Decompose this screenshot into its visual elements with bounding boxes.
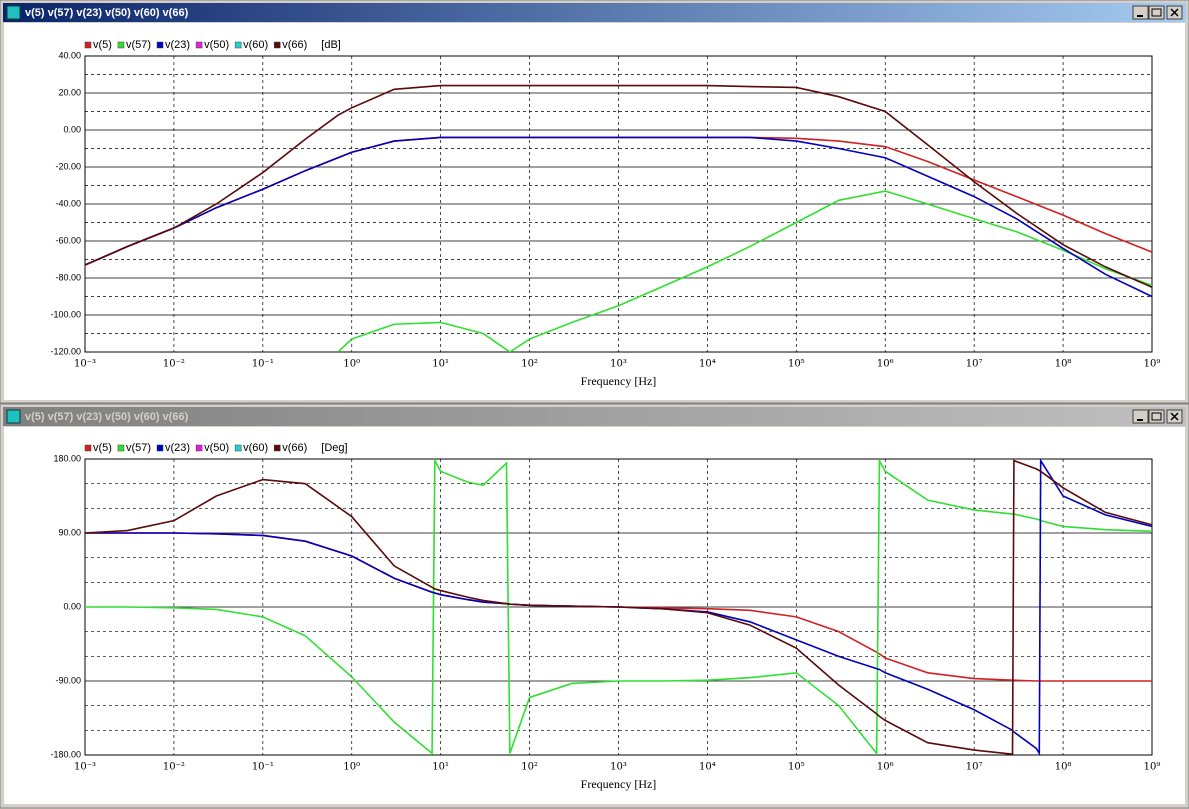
y-tick-label: 20.00 — [58, 87, 81, 97]
legend-swatch — [117, 41, 125, 49]
legend-swatch — [117, 444, 125, 452]
legend-label: v(66) — [282, 442, 307, 454]
x-tick-label: 10¹ — [432, 762, 449, 773]
legend-label: v(57) — [126, 39, 151, 51]
legend-swatch — [84, 444, 92, 452]
y-tick-label: -40.00 — [55, 198, 81, 208]
y-tick-label: 0.00 — [63, 124, 81, 134]
y-tick-label: -60.00 — [55, 235, 81, 245]
legend-label: v(23) — [165, 442, 190, 454]
window-icon — [6, 409, 21, 424]
minimize-button[interactable] — [1132, 409, 1149, 424]
plot-border — [84, 55, 1153, 353]
x-tick-label: 10⁷ — [966, 762, 983, 773]
y-tick-label: -100.00 — [50, 309, 81, 319]
x-tick-label: 10⁵ — [788, 762, 805, 773]
window-icon — [6, 5, 21, 20]
series-line — [85, 136, 1152, 298]
legend-label: v(66) — [282, 39, 307, 51]
title-bar — [3, 407, 1186, 426]
series-line — [85, 84, 1152, 288]
minimize-button[interactable] — [1132, 5, 1149, 20]
x-tick-label: 10⁻¹ — [252, 762, 274, 773]
legend-swatch — [234, 41, 242, 49]
icon — [1151, 412, 1162, 421]
y-tick-label: -180.00 — [50, 749, 81, 759]
legend-label: v(60) — [243, 442, 268, 454]
x-tick-label: 10⁹ — [1144, 359, 1161, 370]
legend-swatch — [84, 41, 92, 49]
legend-label: v(5) — [93, 39, 112, 51]
series-line — [85, 459, 1152, 755]
x-tick-label: 10³ — [610, 762, 627, 773]
y-tick-label: -80.00 — [55, 272, 81, 282]
legend-swatch — [156, 41, 164, 49]
chart: 180.00 90.00 0.00 -90.00 -180.00 10⁻³ 10⁻² 10⁻¹… — [50, 442, 1160, 791]
x-tick-label: 10⁰ — [343, 762, 360, 773]
x-tick-label: 10⁴ — [699, 359, 716, 370]
legend-swatch — [273, 41, 281, 49]
x-tick-label: 10⁶ — [877, 359, 894, 370]
legend-label: v(57) — [126, 442, 151, 454]
y-tick-label: -90.00 — [55, 675, 81, 685]
legend-label: v(50) — [204, 442, 229, 454]
legend-label: v(5) — [93, 442, 112, 454]
x-axis-label: Frequency [Hz] — [581, 777, 657, 791]
x-tick-label: 10⁻² — [163, 359, 185, 370]
chart: 40.00 20.00 0.00 -20.00 -40.00 -60.00 -80.00 -1… — [50, 39, 1160, 388]
legend-swatch — [234, 444, 242, 452]
y-tick-label: 0.00 — [63, 601, 81, 611]
x-tick-label: 10⁻³ — [74, 762, 96, 773]
y-tick-label: 180.00 — [53, 453, 81, 463]
x-tick-label: 10⁴ — [699, 762, 716, 773]
window-buttons[interactable] — [1132, 5, 1183, 20]
maximize-button[interactable] — [1148, 5, 1165, 20]
window-title: v(5) v(57) v(23) v(50) v(60) v(66) — [25, 7, 189, 19]
icon — [1170, 412, 1179, 421]
maximize-button[interactable] — [1148, 409, 1165, 424]
icon — [1170, 8, 1179, 17]
x-tick-label: 10⁻² — [163, 762, 185, 773]
x-tick-label: 10² — [521, 762, 538, 773]
y-axis-label: [dB] — [321, 39, 341, 51]
y-tick-label: -120.00 — [50, 346, 81, 356]
series-line — [85, 459, 1152, 755]
icon — [1151, 8, 1162, 17]
x-tick-label: 10⁸ — [1055, 359, 1072, 370]
legend-label: v(23) — [165, 39, 190, 51]
x-axis-label: Frequency [Hz] — [581, 374, 657, 388]
legend-swatch — [195, 41, 203, 49]
chart-area — [4, 23, 1185, 400]
legend-label: v(50) — [204, 39, 229, 51]
x-tick-label: 10⁰ — [343, 359, 360, 370]
legend-swatch — [195, 444, 203, 452]
x-tick-label: 10² — [521, 359, 538, 370]
x-tick-label: 10⁸ — [1055, 762, 1072, 773]
legend-label: v(60) — [243, 39, 268, 51]
y-tick-label: -20.00 — [55, 161, 81, 171]
x-tick-label: 10⁶ — [877, 762, 894, 773]
x-tick-label: 10⁻¹ — [252, 359, 274, 370]
x-tick-label: 10⁵ — [788, 359, 805, 370]
x-tick-label: 10⁷ — [966, 359, 983, 370]
y-axis-label: [Deg] — [321, 442, 347, 454]
legend-swatch — [273, 444, 281, 452]
x-tick-label: 10³ — [610, 359, 627, 370]
y-tick-label: 40.00 — [58, 50, 81, 60]
window: v(5) v(57) v(23) v(50) v(60) v(66) — [0, 0, 1189, 404]
window-title: v(5) v(57) v(23) v(50) v(60) v(66) — [25, 411, 189, 423]
x-tick-label: 10¹ — [432, 359, 449, 370]
y-tick-label: 90.00 — [58, 527, 81, 537]
x-tick-label: 10⁹ — [1144, 762, 1161, 773]
x-tick-label: 10⁻³ — [74, 359, 96, 370]
series-line — [337, 190, 1152, 352]
title-bar — [3, 3, 1186, 22]
legend-swatch — [156, 444, 164, 452]
chart-area — [4, 427, 1185, 804]
window-buttons[interactable] — [1132, 409, 1183, 424]
